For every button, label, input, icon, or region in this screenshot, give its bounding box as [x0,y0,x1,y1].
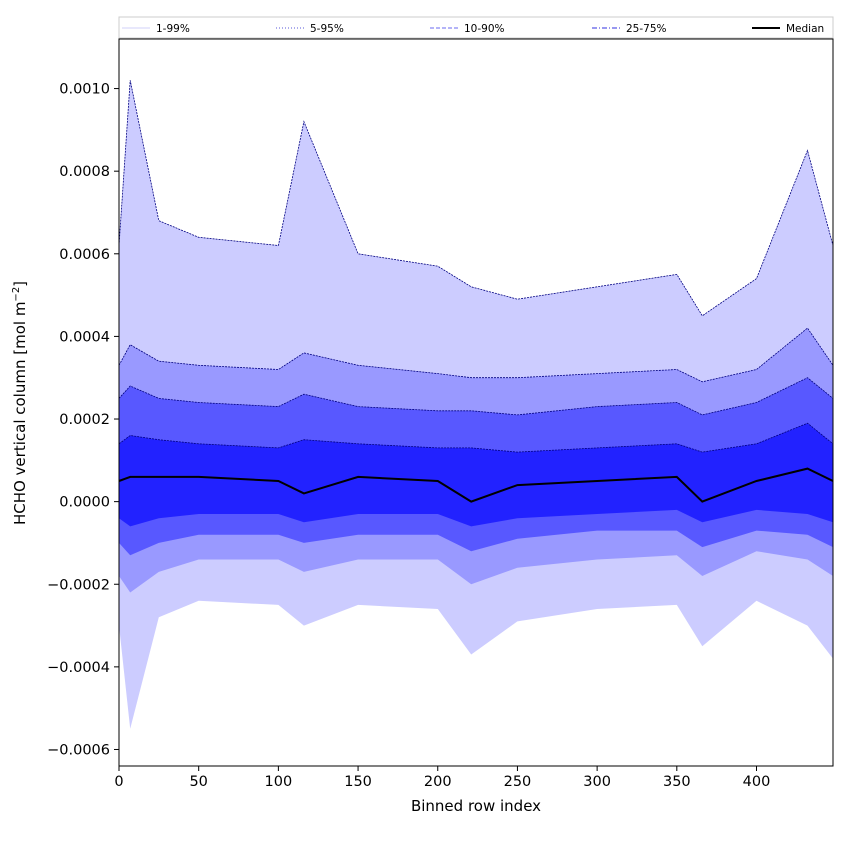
chart-bands [119,80,833,729]
y-tick-label: −0.0006 [47,742,110,758]
band-outlines [118,80,834,453]
legend-label: 10-90% [464,23,505,35]
x-tick-label: 250 [504,774,532,790]
band-upper-line-10-90- [118,377,834,416]
x-axis-label: Binned row index [411,797,541,815]
x-tick-label: 50 [189,774,207,790]
y-tick-label: −0.0002 [47,577,110,593]
y-tick-label: 0.0008 [59,164,110,180]
y-tick-label: 0.0010 [59,82,110,98]
y-tick-label: 0.0002 [59,412,110,428]
band-upper-line-25-75- [118,422,834,453]
legend-label: 25-75% [626,23,667,35]
x-tick-label: 200 [424,774,452,790]
y-tick-label: 0.0004 [59,329,110,345]
y-tick-label: −0.0004 [47,660,110,676]
y-axis: −0.0006 −0.0004 −0.0002 0.0000 0.0002 0.0004 0… [47,82,119,758]
legend-label: 5-95% [310,23,344,35]
plot-frame [118,38,834,767]
x-tick-label: 350 [663,774,691,790]
y-axis-label: HCHO vertical column [mol m−2] [11,281,29,525]
band-upper-line-1-99- [118,80,834,317]
median-layer [118,467,834,503]
x-axis: 0 50 100 150 200 250 300 350 400 [114,766,770,790]
x-tick-label: 400 [743,774,771,790]
y-tick-label: 0.0006 [59,247,110,263]
band-25-75- [119,423,833,527]
legend-label: 1-99% [156,23,190,35]
x-tick-label: 150 [344,774,372,790]
x-tick-label: 0 [114,774,123,790]
legend-label: Median [786,23,824,35]
x-tick-label: 300 [583,774,611,790]
legend-frame [118,16,834,39]
y-tick-label: 0.0000 [59,495,110,511]
median-line [118,467,834,503]
x-tick-label: 100 [265,774,293,790]
band-upper-line-5-95- [118,327,834,383]
legend: 1-99% 5-95% 10-90% 25-75% Median [118,16,834,39]
